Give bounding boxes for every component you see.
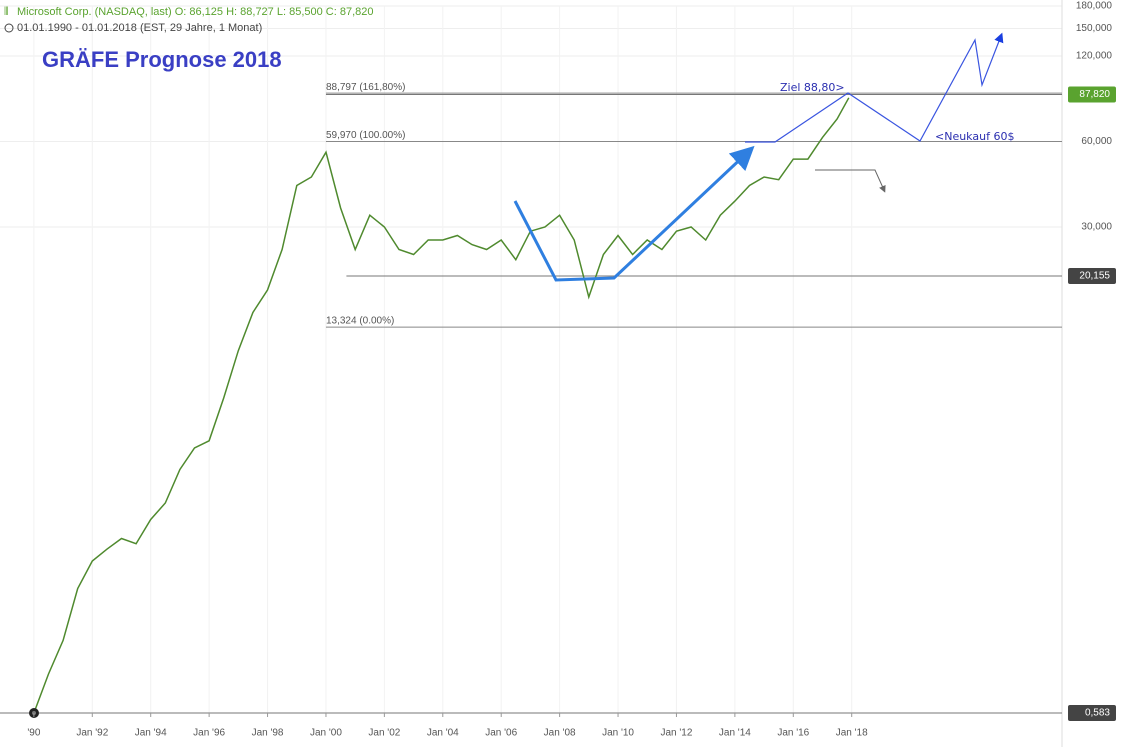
fib-label: 88,797 (161,80%) bbox=[326, 82, 406, 93]
x-tick-label: Jan '98 bbox=[252, 728, 284, 739]
x-tick-label: Jan '18 bbox=[836, 728, 868, 739]
trend-drawing bbox=[513, 145, 755, 282]
fib-label: 13,324 (0.00%) bbox=[326, 316, 394, 327]
x-tick-label: Jan '16 bbox=[777, 728, 809, 739]
x-tick-label: Jan '10 bbox=[602, 728, 634, 739]
x-tick-label: Jan '94 bbox=[135, 728, 167, 739]
price-line bbox=[33, 97, 850, 714]
x-tick-label: Jan '14 bbox=[719, 728, 751, 739]
annotation: <Neukauf 60$ bbox=[935, 130, 1014, 143]
price-box-label: 87,820 bbox=[1079, 89, 1110, 100]
y-tick-label: 120,000 bbox=[1076, 51, 1113, 62]
arrow-drawing bbox=[815, 169, 886, 193]
x-tick-label: Jan '00 bbox=[310, 728, 342, 739]
clock-icon bbox=[4, 23, 14, 33]
y-tick-label: 150,000 bbox=[1076, 23, 1113, 34]
x-tick-label: Jan '96 bbox=[193, 728, 225, 739]
header-symbol: Microsoft Corp. (NASDAQ, last) O: 86,125… bbox=[17, 6, 374, 18]
price-box bbox=[1068, 268, 1116, 285]
price-box bbox=[1068, 705, 1116, 721]
x-tick-label: Jan '04 bbox=[427, 728, 459, 739]
price-box-label: 20,155 bbox=[1079, 271, 1110, 282]
header-icon: ⫴ bbox=[4, 6, 9, 18]
x-tick-label: Jan '02 bbox=[368, 728, 400, 739]
y-tick-label: 30,000 bbox=[1081, 222, 1112, 233]
forecast-drawing bbox=[745, 32, 1004, 143]
y-tick-label: 180,000 bbox=[1076, 1, 1113, 12]
price-box bbox=[1068, 86, 1116, 103]
levels: 88,797 (161,80%) 59,970 (100.00%) 13,324 (… bbox=[0, 82, 1062, 714]
chart-title: GRÄFE Prognose 2018 bbox=[42, 47, 282, 72]
series bbox=[33, 97, 850, 714]
price-box-label: 0,583 bbox=[1085, 708, 1110, 719]
x-tick-label: '90 bbox=[27, 728, 40, 739]
y-tick-label: 60,000 bbox=[1081, 136, 1112, 147]
grid bbox=[0, 5, 1062, 713]
header-range: 01.01.1990 - 01.01.2018 (EST, 29 Jahre, … bbox=[17, 22, 262, 34]
x-tick-label: Jan '08 bbox=[544, 728, 576, 739]
x-tick-label: Jan '92 bbox=[76, 728, 108, 739]
annotation: Ziel 88,80> bbox=[780, 81, 845, 94]
fib-label: 59,970 (100.00%) bbox=[326, 130, 406, 141]
x-tick-label: Jan '12 bbox=[660, 728, 692, 739]
x-tick-label: Jan '06 bbox=[485, 728, 517, 739]
